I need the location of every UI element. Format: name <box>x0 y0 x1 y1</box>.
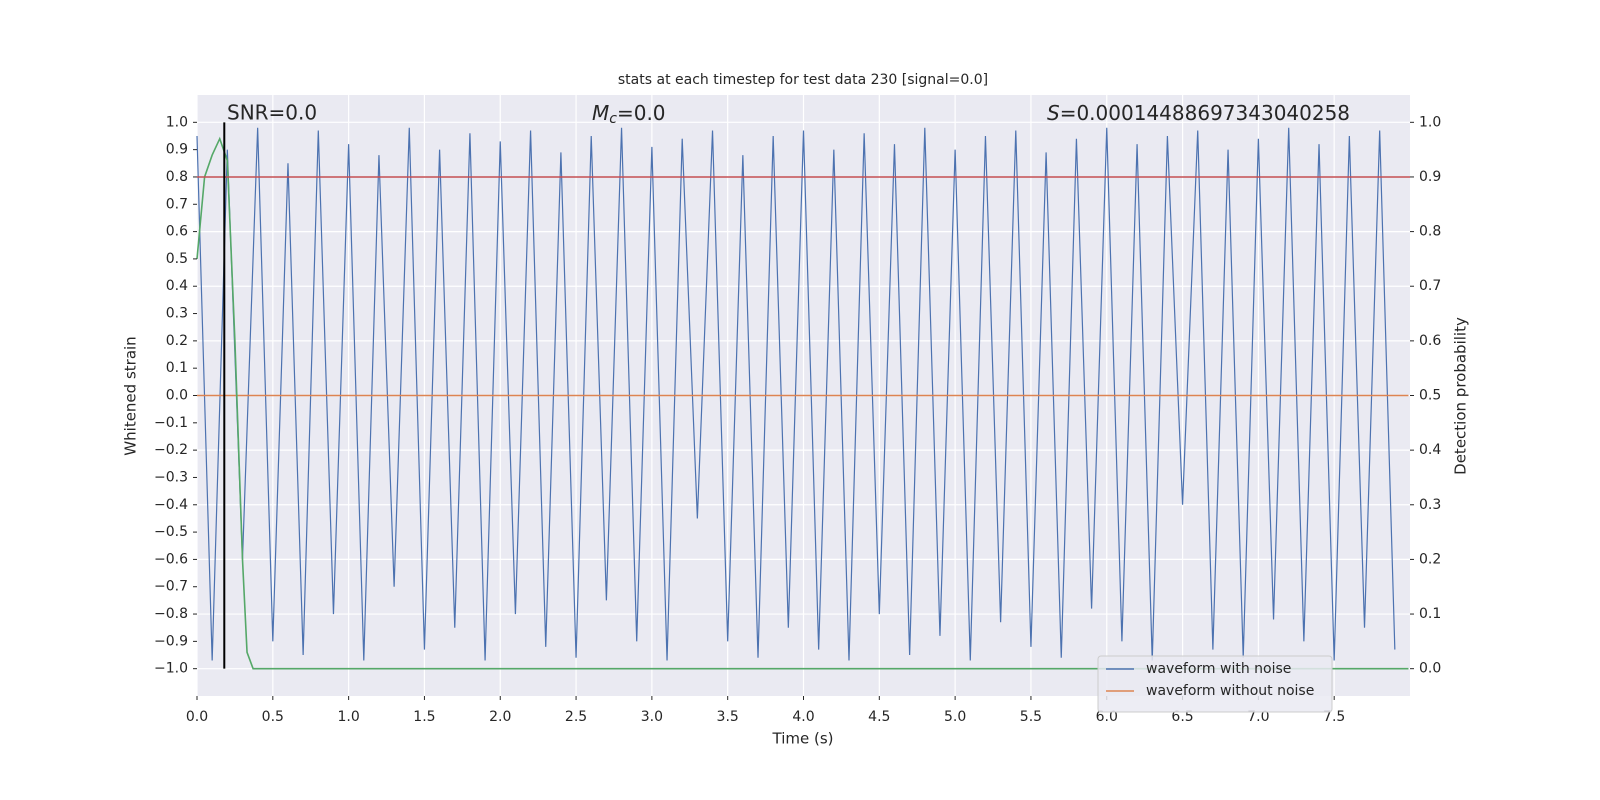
x-tick-label: 1.0 <box>337 709 359 725</box>
y-tick-label: 0.7 <box>166 196 188 212</box>
y-tick-label: 0.4 <box>166 278 188 294</box>
annotation-symbol: M <box>592 101 609 125</box>
chart-title: stats at each timestep for test data 230… <box>618 72 988 88</box>
y-tick-label: −0.4 <box>154 497 188 513</box>
y-tick-label: −0.7 <box>154 579 188 595</box>
y-tick-label: 0.2 <box>166 333 188 349</box>
x-tick-label: 6.5 <box>1171 709 1193 725</box>
x-tick-label: 6.0 <box>1096 709 1118 725</box>
y2-axis-label: Detection probability <box>1452 317 1470 475</box>
x-tick-label: 5.5 <box>1020 709 1042 725</box>
y2-tick-label: 0.5 <box>1419 388 1441 404</box>
marks <box>196 122 1410 670</box>
annotation: Mc=0.0 <box>592 101 666 128</box>
legend: waveform with noise waveform without nois… <box>1097 655 1333 713</box>
annotation: S=0.00014488697343040258 <box>1047 101 1350 125</box>
y2-tick-label: 0.2 <box>1419 551 1441 567</box>
y-tick-label: 0.6 <box>166 224 188 240</box>
x-tick-label: 2.0 <box>489 709 511 725</box>
x-tick-label: 5.0 <box>944 709 966 725</box>
x-tick-label: 3.0 <box>641 709 663 725</box>
y-tick-label: −0.5 <box>154 524 188 540</box>
y-tick-label: −0.9 <box>154 633 188 649</box>
annotation-text: =0.00014488697343040258 <box>1060 101 1350 125</box>
y-tick-label: −0.8 <box>154 606 188 622</box>
x-tick-label: 0.5 <box>262 709 284 725</box>
x-tick-label: 3.5 <box>717 709 739 725</box>
legend-label: waveform with noise <box>1146 661 1291 677</box>
y2-tick-label: 0.6 <box>1419 333 1441 349</box>
y-tick-label: 1.0 <box>166 114 188 130</box>
y-tick-label: 0.3 <box>166 306 188 322</box>
series-line <box>196 127 1396 661</box>
y-tick-label: 0.9 <box>166 142 188 158</box>
x-axis-label: Time (s) <box>772 730 834 748</box>
y2-tick-label: 1.0 <box>1419 114 1441 130</box>
x-tick-label: 4.5 <box>868 709 890 725</box>
y-tick-label: −0.1 <box>154 415 188 431</box>
y-tick-label: 0.0 <box>166 388 188 404</box>
x-tick-label: 2.5 <box>565 709 587 725</box>
y2-tick-label: 0.1 <box>1419 606 1441 622</box>
annotation: SNR=0.0 <box>227 101 317 125</box>
x-tick-label: 1.5 <box>413 709 435 725</box>
y-tick-label: −0.2 <box>154 442 188 458</box>
y-tick-label: −0.6 <box>154 551 188 567</box>
annotation-text: =0.0 <box>617 101 666 125</box>
y2-tick-label: 0.8 <box>1419 224 1441 240</box>
y2-tick-label: 0.4 <box>1419 442 1441 458</box>
y2-tick-label: 0.3 <box>1419 497 1441 513</box>
y-tick-label: −1.0 <box>154 661 188 677</box>
y-axis-label: Whitened strain <box>122 336 140 455</box>
legend-box <box>1097 655 1333 713</box>
labels: 0.0 0.5 1.0 1.5 2.0 2.5 3.0 3.5 4.0 4.5 5.0 5.5 6.0 6… <box>154 114 1441 725</box>
y-tick-label: 0.5 <box>166 251 188 267</box>
x-tick-label: 7.0 <box>1247 709 1269 725</box>
y-tick-label: 0.8 <box>166 169 188 185</box>
x-tick-label: 0.0 <box>186 709 208 725</box>
y-tick-label: −0.3 <box>154 469 188 485</box>
y2-tick-label: 0.0 <box>1419 661 1441 677</box>
legend-label: waveform without noise <box>1146 683 1314 699</box>
x-tick-label: 7.5 <box>1323 709 1345 725</box>
annotation-symbol: S <box>1047 101 1060 125</box>
annotation-subscript: c <box>609 111 617 127</box>
y2-tick-label: 0.9 <box>1419 169 1441 185</box>
series-line <box>196 136 1409 670</box>
x-tick-label: 4.0 <box>792 709 814 725</box>
y-tick-label: 0.1 <box>166 360 188 376</box>
y2-tick-label: 0.7 <box>1419 278 1441 294</box>
